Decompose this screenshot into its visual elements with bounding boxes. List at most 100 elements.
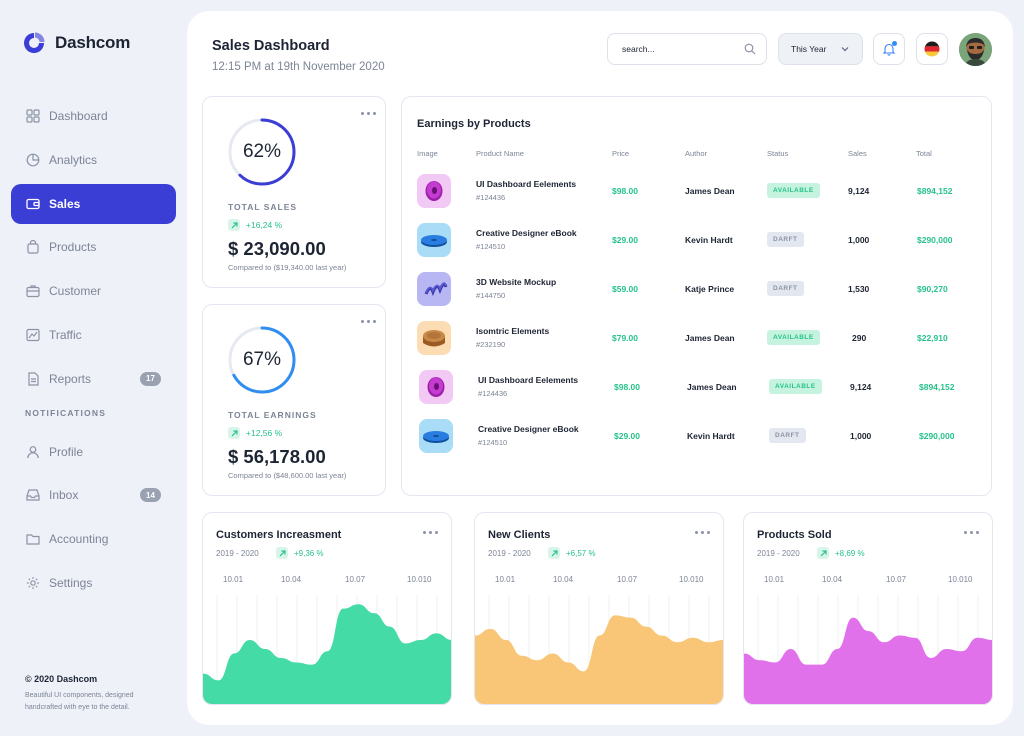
earnings-table-title: Earnings by Products (417, 118, 531, 130)
product-id: #124436 (476, 193, 506, 202)
product-name[interactable]: UI Dashboard Eelements (478, 375, 579, 385)
sidebar-item-sales[interactable]: Sales (11, 183, 176, 224)
table-row[interactable]: Creative Designer eBook #124510 $29.00 Kevi… (402, 223, 991, 272)
sidebar-item-inbox[interactable]: Inbox 14 (11, 475, 176, 515)
sidebar-item-label: Profile (49, 444, 84, 459)
product-sales: 9,124 (848, 186, 870, 196)
column-header-sales: Sales (848, 149, 867, 158)
grid-icon (26, 109, 40, 123)
product-name[interactable]: UI Dashboard Eelements (476, 179, 577, 189)
product-disc-icon (421, 235, 447, 247)
chart-title: New Clients (488, 529, 551, 541)
product-author: Kevin Hardt (687, 431, 735, 441)
product-author: Katje Prince (685, 284, 735, 294)
table-row[interactable]: Creative Designer eBook #124510 $29.00 Kevi… (402, 419, 991, 468)
page-title: Sales Dashboard (212, 38, 330, 54)
product-total: $290,000 (917, 235, 953, 245)
table-row[interactable]: 3D Website Mockup #144750 $59.00 Katje Prin… (402, 272, 991, 321)
product-price: $98.00 (612, 186, 638, 196)
more-options-button[interactable] (361, 320, 376, 323)
product-sales: 1,530 (848, 284, 870, 294)
period-select[interactable]: This Year (778, 33, 863, 65)
germany-flag-icon (924, 41, 940, 57)
product-name[interactable]: Creative Designer eBook (478, 424, 579, 434)
user-icon (27, 445, 39, 458)
x-tick-label: 10.01 (764, 575, 785, 584)
wallet-icon (26, 198, 40, 209)
chart-card: Customers Increasment 2019 - 2020 +9,36 % 1… (202, 512, 452, 705)
more-options-button[interactable] (423, 531, 438, 534)
x-tick-label: 10.04 (553, 575, 574, 584)
chart-date-range: 2019 - 2020 (216, 549, 259, 558)
sidebar-item-customer[interactable]: Customer (11, 271, 176, 311)
sidebar-item-products[interactable]: Products (11, 227, 176, 267)
x-tick-label: 10.07 (617, 575, 638, 584)
chart-area-series (203, 604, 451, 704)
product-name[interactable]: 3D Website Mockup (476, 277, 557, 287)
product-name[interactable]: Isomtric Elements (476, 326, 550, 336)
bell-icon (882, 43, 896, 56)
sidebar-item-traffic[interactable]: Traffic (11, 315, 176, 355)
total-earnings-label: TOTAL EARNINGS (228, 410, 317, 420)
search-input[interactable] (622, 44, 737, 54)
footer-tagline: Beautiful UI components, designed handcr… (25, 692, 134, 711)
avatar[interactable] (959, 33, 992, 66)
sidebar-item-profile[interactable]: Profile (11, 432, 176, 472)
total-earnings-trend: +12,56 % (228, 427, 282, 439)
language-button[interactable] (916, 33, 948, 65)
folder-icon (26, 534, 40, 545)
x-tick-label: 10.010 (679, 575, 704, 584)
total-earnings-percent: 67% (242, 349, 282, 370)
trend-value: +8,69 % (835, 548, 865, 558)
x-tick-label: 10.010 (948, 575, 973, 584)
sidebar-item-analytics[interactable]: Analytics (11, 140, 176, 180)
product-author: James Dean (685, 333, 735, 343)
inbox-icon (26, 489, 40, 501)
brand-logo[interactable]: Dashcom (22, 31, 130, 55)
product-thumbnail (419, 419, 453, 453)
more-options-button[interactable] (695, 531, 710, 534)
sidebar: Dashcom Dashboard Analytics Sales Produc… (0, 0, 186, 736)
inbox-count-badge: 14 (140, 488, 161, 503)
sidebar-item-label: Analytics (49, 152, 98, 167)
column-header-image: Image (417, 149, 438, 158)
column-header-price: Price (612, 149, 630, 158)
copyright: © 2020 Dashcom (25, 674, 98, 684)
chart-date-range: 2019 - 2020 (757, 549, 800, 558)
sidebar-item-accounting[interactable]: Accounting (11, 519, 176, 559)
sidebar-item-reports[interactable]: Reports 17 (11, 359, 176, 399)
status-badge: AVAILABLE (769, 379, 822, 394)
product-name[interactable]: Creative Designer eBook (476, 228, 577, 238)
table-row[interactable]: Isomtric Elements #232190 $79.00 James Dean… (402, 321, 991, 370)
sidebar-item-settings[interactable]: Settings (11, 563, 176, 603)
status-badge: DARFT (767, 281, 804, 296)
more-options-button[interactable] (361, 112, 376, 115)
arrow-up-right-icon (548, 547, 560, 559)
chart-trend: +9,36 % (276, 547, 324, 559)
sidebar-item-label: Reports (49, 371, 92, 386)
bag-icon (27, 240, 39, 254)
total-sales-percent: 62% (242, 141, 282, 162)
chart-trend: +6,57 % (548, 547, 596, 559)
arrow-up-right-icon (276, 547, 288, 559)
sidebar-footer: © 2020 Dashcom Beautiful UI components, … (25, 674, 165, 714)
notifications-button[interactable] (873, 33, 905, 65)
product-thumbnail (417, 321, 451, 355)
sidebar-item-dashboard[interactable]: Dashboard (11, 96, 176, 136)
total-sales-value: $ 23,090.00 (228, 238, 326, 259)
product-id: #124510 (478, 438, 508, 447)
table-row[interactable]: UI Dashboard Eelements #124436 $98.00 James… (402, 370, 991, 419)
search-box[interactable] (607, 33, 767, 65)
product-thumbnail (417, 174, 451, 208)
product-disc-icon (423, 431, 449, 443)
total-earnings-ring: 67% (227, 325, 297, 395)
chart-area-series (744, 617, 992, 704)
product-total: $894,152 (919, 382, 955, 392)
area-chart (744, 595, 992, 704)
status-badge: AVAILABLE (767, 330, 820, 345)
page-timestamp: 12:15 PM at 19th November 2020 (212, 61, 385, 73)
more-options-button[interactable] (964, 531, 979, 534)
column-header-author: Author (685, 149, 708, 158)
x-tick-label: 10.04 (281, 575, 302, 584)
table-row[interactable]: UI Dashboard Eelements #124436 $98.00 James… (402, 174, 991, 223)
